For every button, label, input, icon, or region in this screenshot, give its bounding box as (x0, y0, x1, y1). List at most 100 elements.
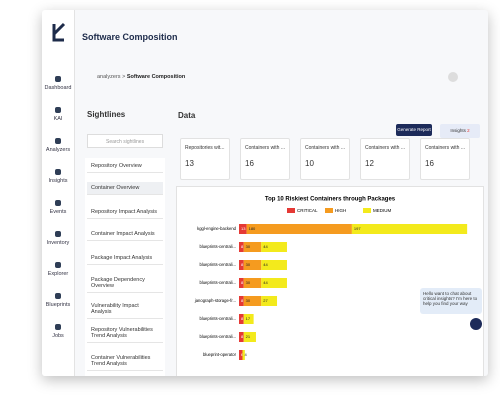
nav-label: Dashboard (44, 85, 72, 91)
y-tick-label: kggl-engine-backend (197, 226, 237, 231)
y-tick-label: janograph-storage-fr... (194, 298, 236, 303)
y-tick-label: blueprints-centrali... (199, 280, 236, 285)
sidebar: Dashboard KAI Analyzers Insights Events Inven… (42, 10, 75, 376)
bar-segment (239, 350, 243, 360)
data-label: 17 (246, 316, 251, 321)
nav-item[interactable]: Blueprints (42, 293, 74, 308)
nav-icon (55, 324, 61, 330)
bar-segment (243, 296, 262, 306)
bar-segment (243, 314, 254, 324)
sightline-item[interactable]: Package Impact Analysis (87, 252, 163, 265)
insights-label: Insights (450, 128, 466, 133)
user-avatar[interactable] (448, 72, 458, 82)
metric-card[interactable]: Repositories wit... 13 (180, 138, 230, 180)
bar-segment (261, 278, 287, 288)
search-input[interactable]: Search sightlines (87, 134, 163, 148)
breadcrumb-current: Software Composition (126, 74, 186, 80)
nav-label: Jobs (52, 333, 64, 339)
sightline-item[interactable]: Repository Overview (87, 160, 163, 173)
nav-label: Explorer (47, 271, 69, 277)
nav-item[interactable]: Explorer (42, 262, 74, 277)
metric-value: 16 (425, 159, 434, 168)
metric-label: Containers with ... (365, 145, 406, 151)
bar-segment (243, 332, 256, 342)
legend-swatch (363, 208, 371, 213)
nav-icon (55, 200, 61, 206)
chart-panel: Top 10 Riskiest Containers through Packa… (176, 186, 484, 376)
legend-swatch (325, 208, 333, 213)
sightline-item[interactable]: Repository Vulnerabilities Trend Analysi… (87, 324, 163, 343)
bar-segment (261, 296, 278, 306)
nav-icon (55, 231, 61, 237)
data-label: 4 (245, 352, 248, 357)
bar-segment (351, 224, 468, 234)
metric-value: 16 (245, 159, 254, 168)
data-label: 27 (263, 298, 268, 303)
data-label: 44 (263, 280, 268, 285)
sightline-item[interactable]: Vulnerability Impact Analysis (87, 300, 163, 319)
nav-label: Analyzers (45, 147, 71, 153)
bar-segment (246, 224, 352, 234)
y-tick-label: blueprints-centrali... (199, 316, 236, 321)
data-label: 8 (241, 298, 244, 303)
chat-button[interactable] (470, 318, 482, 330)
breadcrumb-link[interactable]: analyzers (97, 74, 121, 80)
nav-item[interactable]: Jobs (42, 324, 74, 339)
page-title: Software Composition (82, 32, 178, 42)
data-label: 30 (246, 262, 251, 267)
metric-value: 13 (185, 159, 194, 168)
nav-icon (55, 262, 61, 268)
nav-label: Inventory (46, 240, 70, 246)
metric-card[interactable]: Containers with ... 16 (420, 138, 470, 180)
nav-item[interactable]: Insights (42, 169, 74, 184)
bar-segment (261, 242, 287, 252)
nav-icon (55, 169, 61, 175)
legend-label: MEDIUM (373, 208, 391, 213)
sightline-item[interactable]: Package Dependency Overview (87, 274, 163, 293)
data-title: Data (178, 111, 196, 120)
data-label: 197 (354, 226, 361, 231)
breadcrumb: analyzers > Software Composition (97, 74, 185, 80)
data-label: 8 (241, 334, 244, 339)
bar-segment (239, 332, 244, 342)
bar-segment (242, 350, 245, 360)
metric-value: 12 (365, 159, 374, 168)
bar-segment (243, 242, 262, 252)
nav-item[interactable]: Inventory (42, 231, 74, 246)
nav-item[interactable]: Analyzers (42, 138, 74, 153)
nav-icon (55, 107, 61, 113)
chart: Top 10 Riskiest Containers through Packa… (194, 197, 468, 360)
app-window: Dashboard KAI Analyzers Insights Events Inven… (42, 10, 488, 376)
bar-segment (239, 314, 244, 324)
nav-icon (55, 138, 61, 144)
metric-card[interactable]: Containers with ... 10 (300, 138, 350, 180)
bar-segment (239, 278, 244, 288)
generate-report-button[interactable]: Generate Report (396, 124, 432, 136)
chat-bubble: Hello want to chat about critical insigh… (420, 288, 482, 314)
nav-item[interactable]: Dashboard (42, 76, 74, 91)
nav-label: KAI (53, 116, 63, 122)
sightline-item[interactable]: Container Vulnerabilities Trend Analysis (87, 352, 163, 371)
nav-label: Blueprints (45, 302, 71, 308)
legend-label: HIGH (335, 208, 346, 213)
sightline-item[interactable]: Container Overview (87, 182, 163, 195)
sightlines-title: Sightlines (87, 110, 126, 119)
y-tick-label: blueprints-centrali... (199, 334, 236, 339)
data-label: 8 (241, 280, 244, 285)
sightline-item[interactable]: Repository Impact Analysis (87, 206, 163, 219)
nav-item[interactable]: KAI (42, 107, 74, 122)
nav-item[interactable]: Events (42, 200, 74, 215)
y-tick-label: blueprint-operator (203, 352, 237, 357)
insights-button[interactable]: Insights 2 (440, 124, 480, 138)
data-label: 30 (246, 298, 251, 303)
nav-label: Insights (48, 178, 68, 184)
data-label: 13 (241, 226, 246, 231)
metric-card[interactable]: Containers with ... 12 (360, 138, 410, 180)
data-label: 30 (246, 244, 251, 249)
sightline-item[interactable]: Container Impact Analysis (87, 228, 163, 241)
bar-segment (261, 260, 287, 270)
data-label: 8 (241, 262, 244, 267)
metric-card[interactable]: Containers with ... 16 (240, 138, 290, 180)
breadcrumb-separator: > (122, 74, 126, 80)
sightline-list: Repository Overview Container Overview Rep… (85, 158, 165, 376)
